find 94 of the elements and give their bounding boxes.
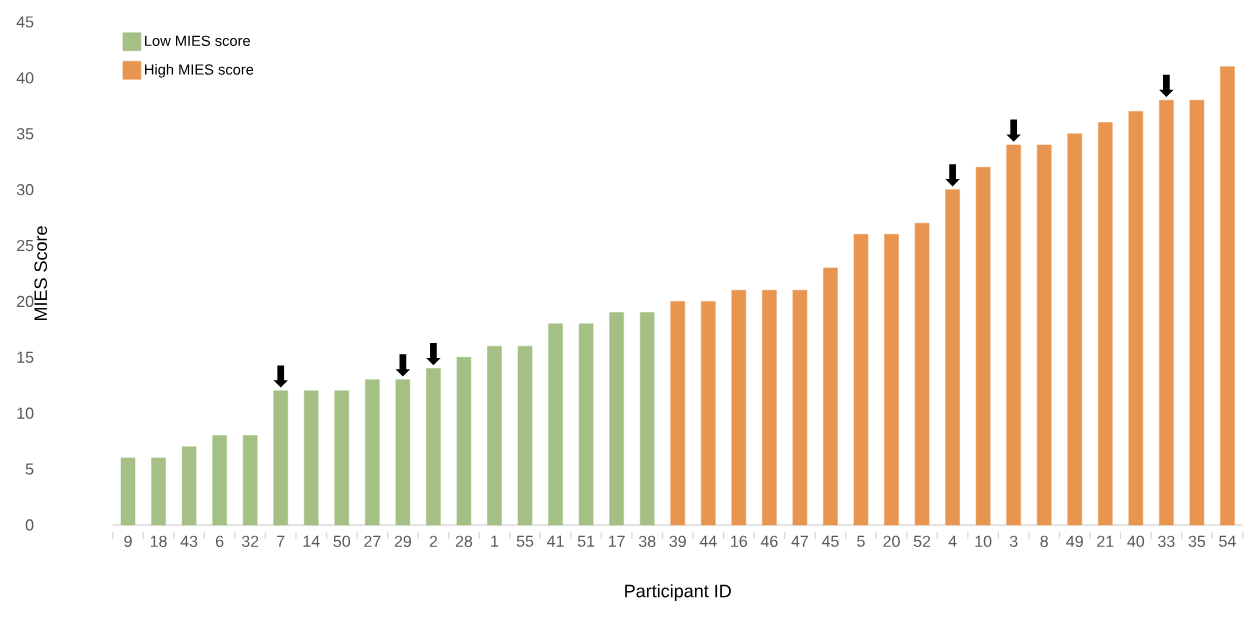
x-tick-label: 39	[669, 535, 686, 548]
x-axis-title: Participant ID	[625, 584, 731, 601]
y-tick-label: 0	[25, 519, 34, 531]
bar	[792, 289, 808, 526]
bar	[426, 368, 441, 526]
x-tick-label: 20	[883, 535, 900, 548]
x-tick-label: 5	[857, 535, 865, 547]
y-tick-label: 45	[16, 16, 34, 28]
x-tick-label: 8	[1040, 535, 1048, 548]
bar	[701, 301, 716, 526]
bar	[1067, 133, 1083, 526]
bar	[884, 234, 899, 526]
x-tick-label: 41	[547, 535, 564, 547]
bar	[181, 446, 197, 526]
bar	[578, 323, 594, 526]
bar	[334, 390, 350, 526]
bar	[120, 457, 136, 526]
bar	[487, 345, 502, 526]
y-tick-label: 10	[17, 407, 34, 419]
x-tick-label: 40	[1127, 535, 1145, 548]
bar	[303, 390, 319, 526]
bar	[242, 435, 258, 526]
bar	[1036, 144, 1052, 526]
x-tick-label: 1	[491, 535, 499, 547]
bar	[762, 289, 777, 526]
x-tick-label: 35	[1188, 535, 1206, 548]
bar	[273, 390, 288, 526]
x-tick-label: 21	[1097, 535, 1114, 547]
annotation: ⬇	[1159, 74, 1174, 97]
bar	[456, 357, 472, 526]
bar	[670, 301, 685, 526]
y-tick-label: 20	[17, 295, 34, 308]
x-tick-label: 43	[180, 535, 198, 548]
x-tick-label: 49	[1066, 535, 1083, 548]
x-tick-label: 9	[124, 535, 132, 548]
x-tick-label: 3	[1009, 535, 1018, 548]
bar	[1006, 144, 1021, 526]
x-tick-label: 28	[455, 535, 473, 548]
y-tick-label: 35	[16, 128, 34, 140]
bar	[1159, 99, 1174, 526]
y-tick-label: 30	[16, 184, 34, 196]
x-tick-label: 14	[303, 535, 320, 547]
bar	[945, 189, 960, 526]
x-tick-label: 47	[791, 535, 808, 547]
x-tick-label: 4	[948, 535, 957, 547]
x-tick-label: 38	[638, 535, 656, 548]
annotation: ⬇	[273, 365, 288, 388]
x-tick-label: 54	[1219, 535, 1236, 547]
annotation: ⬇	[945, 164, 960, 187]
x-tick-label: 16	[731, 535, 748, 548]
legend-label: High MIES score	[145, 63, 254, 78]
x-tick-label: 50	[333, 535, 351, 548]
legend-label: Low MIES score	[145, 35, 250, 46]
x-tick-label: 29	[394, 535, 411, 548]
bar	[212, 435, 227, 526]
bar	[823, 267, 838, 526]
bar	[975, 167, 991, 526]
y-tick-label: 5	[25, 463, 34, 475]
bar	[731, 289, 747, 526]
y-axis-title: MIES Score	[34, 226, 48, 321]
bar	[151, 457, 166, 526]
x-tick-label: 51	[577, 535, 595, 547]
bar	[853, 234, 869, 526]
x-tick-label: 7	[277, 535, 285, 547]
bar	[517, 345, 533, 526]
bar	[395, 379, 411, 526]
annotation: ⬇	[395, 354, 411, 377]
x-tick-label: 6	[215, 535, 224, 548]
x-tick-label: 52	[913, 535, 931, 548]
x-tick-label: 2	[429, 535, 438, 547]
bar	[548, 323, 563, 526]
bar	[1128, 111, 1144, 526]
x-tick-label: 46	[760, 535, 778, 548]
x-tick-label: 55	[516, 535, 534, 547]
annotation: ⬇	[1006, 119, 1021, 142]
x-tick-label: 44	[699, 535, 717, 547]
bar	[1220, 66, 1235, 526]
bar	[1098, 122, 1113, 526]
x-tick-label: 33	[1158, 535, 1175, 548]
y-tick-label: 40	[16, 72, 34, 84]
y-tick-label: 15	[17, 351, 34, 363]
annotation: ⬇	[426, 343, 441, 366]
x-tick-label: 32	[241, 535, 259, 548]
x-tick-label: 27	[364, 535, 381, 547]
x-tick-label: 10	[975, 535, 992, 548]
bar	[609, 312, 624, 526]
x-tick-label: 18	[150, 535, 167, 548]
x-tick-label: 45	[821, 535, 839, 547]
bar	[365, 379, 380, 526]
x-tick-label: 17	[608, 535, 625, 547]
bar	[1189, 99, 1205, 526]
bar	[914, 222, 930, 526]
y-tick-label: 25	[17, 239, 34, 252]
bar	[639, 312, 655, 526]
